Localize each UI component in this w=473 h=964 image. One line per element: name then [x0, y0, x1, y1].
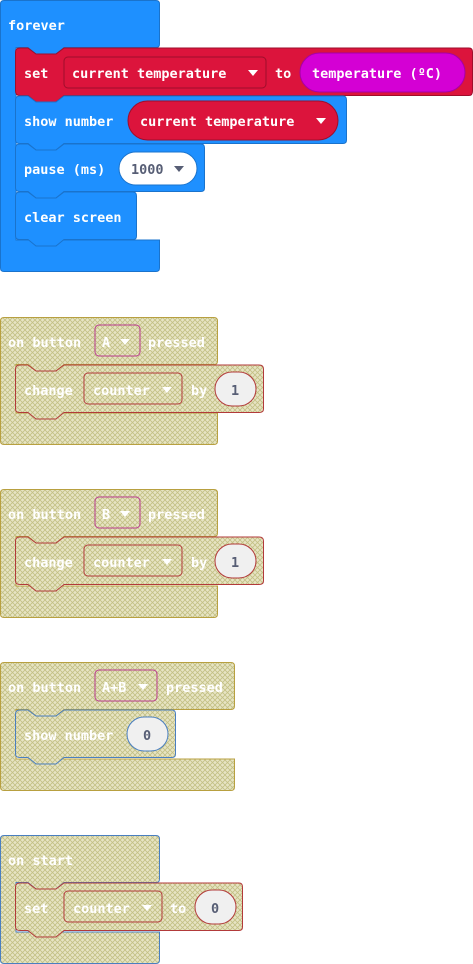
temperature-reporter-label: temperature (ºC) — [312, 66, 442, 82]
caret-down-icon[interactable] — [120, 511, 130, 517]
button-dropdown[interactable] — [94, 669, 158, 702]
variable-dropdown-label: counter — [93, 383, 150, 399]
number-input-value: 0 — [143, 728, 151, 744]
change-label: change — [24, 555, 73, 571]
temperature-reporter[interactable] — [299, 52, 466, 93]
clear-screen-block[interactable]: clear screen — [15, 191, 137, 247]
variable-dropdown-label: counter — [93, 555, 150, 571]
on-button-ab-block[interactable]: on button A+B pressed — [0, 662, 235, 791]
to-label: to — [170, 901, 186, 917]
on-button-label: on button — [8, 335, 81, 351]
set-label: set — [24, 901, 48, 917]
show-number-block[interactable]: show number 0 — [15, 709, 176, 765]
set-label: set — [24, 66, 48, 82]
pause-duration-value: 1000 — [131, 162, 164, 178]
to-label: to — [275, 66, 291, 82]
on-button-b-block[interactable]: on button B pressed — [0, 489, 218, 618]
caret-down-icon[interactable] — [316, 118, 326, 124]
forever-block[interactable]: forever — [0, 0, 160, 272]
variable-dropdown-label: current temperature — [72, 66, 226, 82]
clear-screen-label: clear screen — [24, 210, 122, 226]
forever-label: forever — [8, 18, 65, 34]
by-label: by — [191, 383, 207, 399]
show-number-label: show number — [24, 728, 113, 744]
on-start-block[interactable]: on start — [0, 835, 160, 964]
change-counter-block[interactable]: change counter by 1 — [15, 364, 264, 420]
number-input[interactable] — [194, 889, 237, 925]
show-number-block[interactable]: show number current temperature — [15, 95, 347, 151]
caret-down-icon[interactable] — [248, 70, 258, 76]
button-dropdown[interactable] — [94, 324, 141, 357]
show-number-label: show number — [24, 114, 113, 130]
button-dropdown[interactable] — [94, 496, 141, 529]
number-input[interactable] — [214, 371, 257, 407]
button-dropdown-label: A+B — [102, 680, 126, 696]
pressed-label: pressed — [166, 680, 223, 696]
caret-down-icon[interactable] — [174, 166, 184, 172]
set-counter-block[interactable]: set counter to 0 — [15, 882, 243, 938]
pressed-label: pressed — [148, 507, 205, 523]
variable-reporter[interactable] — [127, 100, 339, 141]
caret-down-icon[interactable] — [142, 905, 152, 911]
caret-down-icon[interactable] — [162, 387, 172, 393]
pause-block[interactable]: pause (ms) 1000 — [15, 143, 205, 199]
pressed-label: pressed — [148, 335, 205, 351]
on-button-label: on button — [8, 507, 81, 523]
caret-down-icon[interactable] — [162, 559, 172, 565]
number-input-value: 0 — [211, 901, 219, 917]
number-input[interactable] — [214, 543, 257, 579]
variable-dropdown-label: counter — [73, 901, 130, 917]
variable-dropdown[interactable] — [63, 56, 267, 89]
caret-down-icon[interactable] — [120, 339, 130, 345]
by-label: by — [191, 555, 207, 571]
variable-dropdown[interactable] — [83, 372, 183, 405]
on-start-label: on start — [8, 853, 73, 869]
variable-dropdown[interactable] — [83, 544, 183, 577]
set-temperature-block[interactable]: set current temperature to temperature (… — [15, 47, 473, 103]
pause-duration-dropdown[interactable] — [118, 151, 198, 186]
variable-reporter-label: current temperature — [140, 114, 294, 130]
change-label: change — [24, 383, 73, 399]
change-counter-block[interactable]: change counter by 1 — [15, 536, 264, 592]
button-dropdown-label: B — [102, 507, 110, 523]
caret-down-icon[interactable] — [138, 684, 148, 690]
on-button-a-block[interactable]: on button A pressed — [0, 317, 218, 445]
pause-label: pause (ms) — [24, 162, 105, 178]
button-dropdown-label: A — [102, 335, 110, 351]
number-input-value: 1 — [231, 383, 239, 399]
number-input-value: 1 — [231, 555, 239, 571]
on-button-label: on button — [8, 680, 81, 696]
variable-dropdown[interactable] — [63, 890, 163, 923]
number-input[interactable] — [126, 716, 169, 752]
